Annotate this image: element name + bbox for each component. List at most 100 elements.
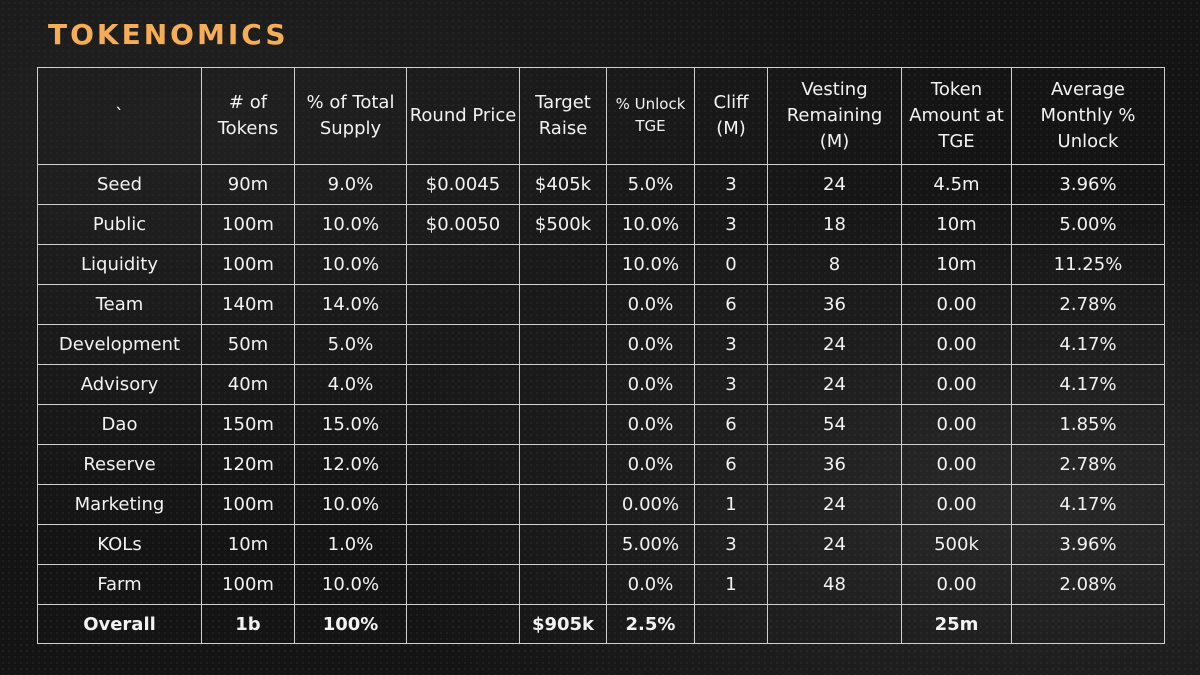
- cell-allocation: Marketing: [37, 484, 202, 525]
- table-row-overall: Overall 1b 100% $905k 2.5% 25m: [37, 604, 1165, 644]
- cell-cliff: 1: [694, 484, 768, 525]
- cell-unlock-tge: 2.5%: [606, 604, 695, 644]
- cell-amount-tge: 10m: [901, 204, 1012, 245]
- cell-tokens: 150m: [201, 404, 295, 445]
- cell-target-raise: [519, 284, 607, 325]
- cell-supply: 12.0%: [294, 444, 407, 485]
- cell-round-price: [406, 444, 520, 485]
- cell-amount-tge: 4.5m: [901, 164, 1012, 205]
- cell-amount-tge: 0.00: [901, 364, 1012, 405]
- cell-target-raise: [519, 564, 607, 605]
- cell-unlock-tge: 10.0%: [606, 204, 695, 245]
- cell-amount-tge: 0.00: [901, 324, 1012, 365]
- header-cliff: Cliff (M): [694, 67, 768, 165]
- cell-supply: 100%: [294, 604, 407, 644]
- cell-vesting: 18: [767, 204, 902, 245]
- cell-amount-tge: 0.00: [901, 284, 1012, 325]
- cell-vesting: 24: [767, 324, 902, 365]
- cell-tokens: 100m: [201, 204, 295, 245]
- cell-unlock-tge: 0.0%: [606, 364, 695, 405]
- cell-target-raise: [519, 244, 607, 285]
- cell-round-price: [406, 564, 520, 605]
- cell-target-raise: [519, 444, 607, 485]
- cell-monthly-unlock: 3.96%: [1011, 164, 1165, 205]
- cell-vesting: 48: [767, 564, 902, 605]
- cell-vesting: 54: [767, 404, 902, 445]
- cell-cliff: 6: [694, 284, 768, 325]
- cell-round-price: [406, 484, 520, 525]
- cell-vesting: 36: [767, 284, 902, 325]
- cell-monthly-unlock: 3.96%: [1011, 524, 1165, 565]
- cell-round-price: [406, 244, 520, 285]
- cell-allocation: Team: [37, 284, 202, 325]
- table-row: Development 50m 5.0% 0.0% 3 24 0.00 4.17%: [37, 324, 1165, 365]
- table-row: Public 100m 10.0% $0.0050 $500k 10.0% 3 18 10m 5.…: [37, 204, 1165, 245]
- cell-tokens: 100m: [201, 244, 295, 285]
- cell-monthly-unlock: 2.78%: [1011, 444, 1165, 485]
- cell-amount-tge: 25m: [901, 604, 1012, 644]
- table-row: Liquidity 100m 10.0% 10.0% 0 8 10m 11.25%: [37, 244, 1165, 285]
- cell-allocation: Seed: [37, 164, 202, 205]
- cell-allocation: Dao: [37, 404, 202, 445]
- header-unlock-tge: % Unlock TGE: [606, 67, 695, 165]
- cell-unlock-tge: 0.0%: [606, 284, 695, 325]
- cell-monthly-unlock: 4.17%: [1011, 484, 1165, 525]
- cell-vesting: [767, 604, 902, 644]
- cell-cliff: 1: [694, 564, 768, 605]
- cell-monthly-unlock: 4.17%: [1011, 324, 1165, 365]
- cell-tokens: 140m: [201, 284, 295, 325]
- table-row: Reserve 120m 12.0% 0.0% 6 36 0.00 2.78%: [37, 444, 1165, 485]
- cell-allocation: Public: [37, 204, 202, 245]
- cell-amount-tge: 0.00: [901, 404, 1012, 445]
- cell-round-price: [406, 284, 520, 325]
- cell-amount-tge: 0.00: [901, 484, 1012, 525]
- cell-supply: 15.0%: [294, 404, 407, 445]
- cell-unlock-tge: 0.0%: [606, 404, 695, 445]
- cell-vesting: 8: [767, 244, 902, 285]
- cell-amount-tge: 0.00: [901, 444, 1012, 485]
- cell-tokens: 100m: [201, 564, 295, 605]
- cell-round-price: $0.0050: [406, 204, 520, 245]
- cell-vesting: 24: [767, 364, 902, 405]
- cell-monthly-unlock: 5.00%: [1011, 204, 1165, 245]
- cell-target-raise: $905k: [519, 604, 607, 644]
- cell-supply: 5.0%: [294, 324, 407, 365]
- cell-round-price: [406, 324, 520, 365]
- cell-amount-tge: 0.00: [901, 564, 1012, 605]
- header-amount-tge: Token Amount at TGE: [901, 67, 1012, 165]
- cell-supply: 1.0%: [294, 524, 407, 565]
- cell-allocation: Overall: [37, 604, 202, 644]
- cell-supply: 14.0%: [294, 284, 407, 325]
- cell-cliff: 3: [694, 364, 768, 405]
- header-allocation: `: [37, 67, 202, 165]
- header-tokens: # of Tokens: [201, 67, 295, 165]
- cell-amount-tge: 10m: [901, 244, 1012, 285]
- cell-tokens: 1b: [201, 604, 295, 644]
- cell-allocation: Advisory: [37, 364, 202, 405]
- cell-cliff: 3: [694, 324, 768, 365]
- cell-vesting: 24: [767, 484, 902, 525]
- cell-unlock-tge: 0.0%: [606, 444, 695, 485]
- cell-supply: 4.0%: [294, 364, 407, 405]
- table-row: Dao 150m 15.0% 0.0% 6 54 0.00 1.85%: [37, 404, 1165, 445]
- table-row: Advisory 40m 4.0% 0.0% 3 24 0.00 4.17%: [37, 364, 1165, 405]
- cell-unlock-tge: 5.0%: [606, 164, 695, 205]
- cell-cliff: [694, 604, 768, 644]
- table-row: KOLs 10m 1.0% 5.00% 3 24 500k 3.96%: [37, 524, 1165, 565]
- cell-unlock-tge: 0.0%: [606, 324, 695, 365]
- cell-allocation: Development: [37, 324, 202, 365]
- cell-tokens: 50m: [201, 324, 295, 365]
- cell-monthly-unlock: [1011, 604, 1165, 644]
- cell-monthly-unlock: 4.17%: [1011, 364, 1165, 405]
- cell-round-price: $0.0045: [406, 164, 520, 205]
- cell-amount-tge: 500k: [901, 524, 1012, 565]
- cell-allocation: Reserve: [37, 444, 202, 485]
- header-supply: % of Total Supply: [294, 67, 407, 165]
- header-round-price: Round Price: [406, 67, 520, 165]
- cell-supply: 10.0%: [294, 564, 407, 605]
- cell-tokens: 10m: [201, 524, 295, 565]
- cell-tokens: 120m: [201, 444, 295, 485]
- cell-round-price: [406, 604, 520, 644]
- cell-vesting: 24: [767, 164, 902, 205]
- cell-cliff: 0: [694, 244, 768, 285]
